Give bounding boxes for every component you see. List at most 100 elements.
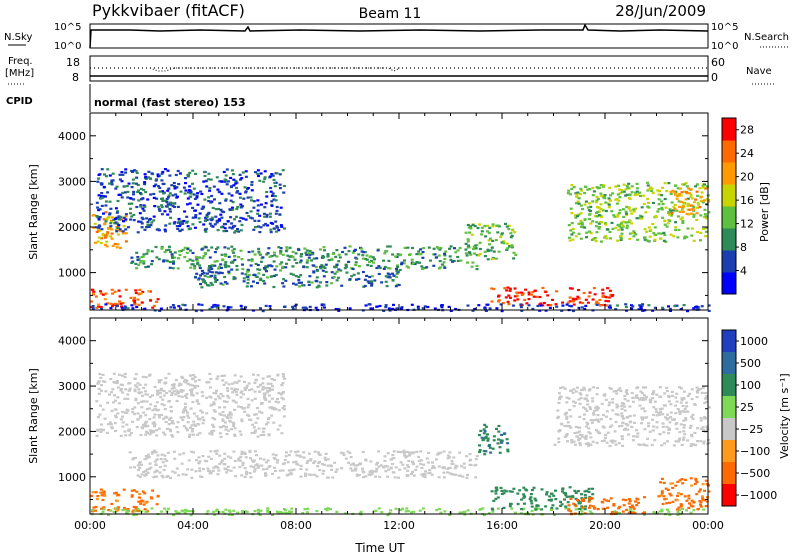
data-cell bbox=[702, 442, 706, 445]
data-cell bbox=[146, 471, 150, 474]
data-cell bbox=[680, 216, 684, 219]
data-cell bbox=[263, 215, 267, 218]
data-cell bbox=[382, 465, 385, 468]
data-cell bbox=[281, 398, 285, 401]
data-cell bbox=[631, 505, 635, 509]
data-cell bbox=[264, 399, 268, 402]
data-cell bbox=[560, 503, 564, 506]
data-cell bbox=[213, 410, 217, 413]
data-cell bbox=[513, 287, 517, 290]
data-cell bbox=[692, 208, 696, 211]
data-cell bbox=[140, 226, 144, 229]
data-cell bbox=[705, 425, 709, 429]
data-cell bbox=[227, 255, 231, 258]
data-cell bbox=[647, 206, 651, 209]
data-cell bbox=[454, 307, 458, 311]
data-cell bbox=[659, 510, 662, 513]
data-cell bbox=[528, 498, 532, 501]
data-cell bbox=[212, 429, 216, 432]
data-cell bbox=[699, 488, 702, 491]
data-cell bbox=[190, 263, 194, 266]
data-cell bbox=[103, 494, 107, 497]
data-cell bbox=[405, 464, 409, 467]
data-cell bbox=[124, 232, 128, 235]
data-cell bbox=[131, 408, 135, 411]
data-cell bbox=[669, 494, 673, 497]
data-cell bbox=[561, 304, 565, 307]
data-cell bbox=[652, 425, 656, 428]
data-cell bbox=[624, 221, 628, 224]
data-cell bbox=[173, 185, 176, 188]
data-cell bbox=[250, 285, 253, 288]
data-cell bbox=[116, 210, 120, 213]
data-cell bbox=[244, 386, 248, 389]
data-cell bbox=[671, 486, 675, 490]
data-cell bbox=[514, 253, 518, 257]
data-cell bbox=[113, 381, 117, 384]
data-cell bbox=[123, 191, 127, 194]
data-cell bbox=[325, 281, 329, 284]
data-cell bbox=[268, 389, 272, 392]
data-cell bbox=[209, 201, 213, 204]
data-cell bbox=[326, 476, 330, 479]
data-cell bbox=[152, 219, 156, 222]
data-cell bbox=[257, 174, 260, 178]
data-cell bbox=[209, 265, 213, 268]
data-cell bbox=[337, 309, 341, 312]
data-cell bbox=[559, 387, 562, 390]
data-cell bbox=[319, 281, 322, 284]
data-cell bbox=[611, 227, 615, 230]
data-cell bbox=[240, 390, 244, 393]
data-cell bbox=[668, 208, 672, 211]
data-cell bbox=[240, 510, 244, 513]
data-cell bbox=[165, 459, 169, 462]
data-cell bbox=[578, 437, 582, 440]
data-cell bbox=[578, 443, 582, 447]
data-cell bbox=[654, 408, 658, 411]
data-cell bbox=[591, 440, 595, 443]
data-cell bbox=[132, 213, 136, 216]
data-cell bbox=[214, 208, 218, 211]
data-cell bbox=[583, 494, 587, 497]
data-cell bbox=[396, 264, 399, 267]
data-cell bbox=[610, 424, 614, 427]
data-cell bbox=[569, 229, 573, 232]
date-title: 28/Jun/2009 bbox=[615, 2, 706, 20]
data-cell bbox=[107, 513, 110, 516]
data-cell bbox=[488, 226, 492, 229]
data-cell bbox=[217, 265, 221, 268]
data-cell bbox=[591, 220, 595, 223]
data-cell bbox=[463, 510, 467, 513]
data-cell bbox=[208, 395, 212, 398]
data-cell bbox=[446, 467, 450, 470]
data-cell bbox=[369, 280, 373, 283]
data-cell bbox=[179, 223, 183, 226]
data-cell bbox=[494, 492, 498, 495]
data-cell bbox=[99, 290, 102, 293]
data-cell bbox=[208, 187, 212, 190]
data-cell bbox=[208, 372, 212, 376]
data-cell bbox=[156, 495, 160, 498]
data-cell bbox=[573, 432, 577, 435]
data-cell bbox=[230, 268, 234, 271]
data-cell bbox=[143, 173, 147, 176]
data-cell bbox=[196, 256, 200, 259]
data-cell bbox=[191, 428, 195, 431]
data-cell bbox=[616, 239, 620, 242]
data-cell bbox=[410, 303, 414, 306]
data-cell bbox=[486, 258, 490, 261]
data-cell bbox=[348, 245, 352, 248]
data-cell bbox=[319, 267, 323, 270]
data-cell bbox=[466, 238, 470, 241]
data-cell bbox=[387, 307, 391, 310]
data-cell bbox=[232, 450, 236, 453]
data-cell bbox=[480, 226, 484, 229]
data-cell bbox=[565, 411, 568, 414]
data-cell bbox=[505, 438, 509, 441]
data-cell bbox=[166, 451, 170, 454]
data-cell bbox=[307, 256, 311, 259]
data-cell bbox=[228, 420, 232, 423]
data-cell bbox=[556, 409, 560, 412]
data-cell bbox=[216, 473, 220, 476]
data-cell bbox=[286, 254, 290, 257]
